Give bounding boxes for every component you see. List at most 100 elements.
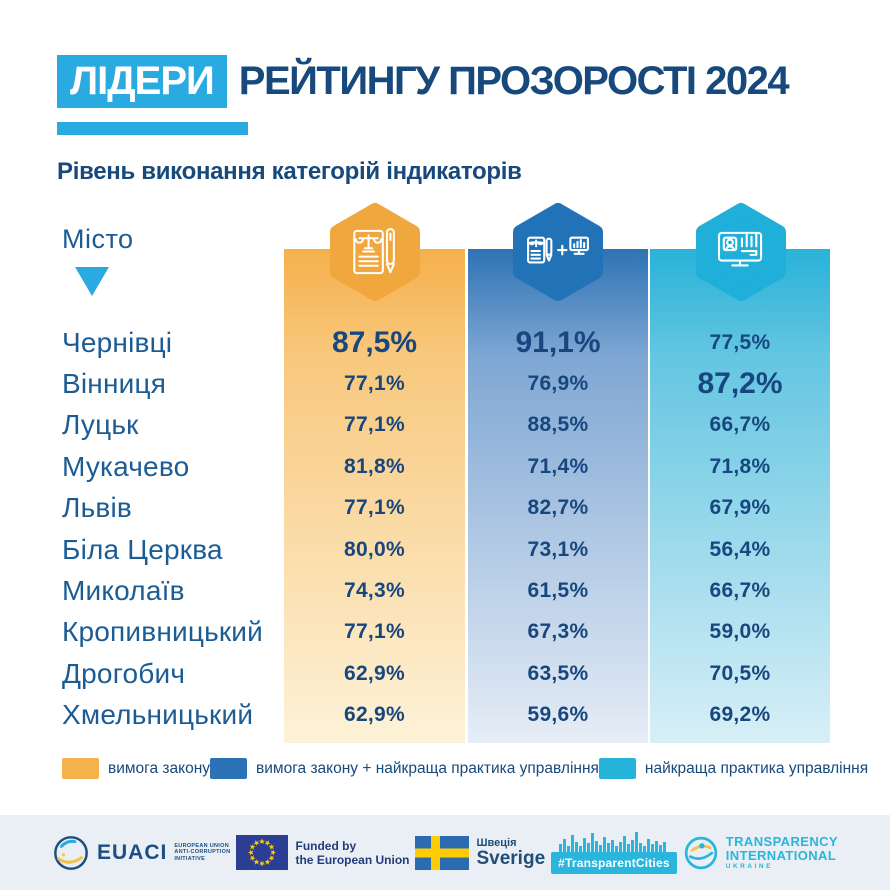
value-cell: 62,9% [343, 661, 406, 685]
euaci-subline: INITIATIVE [174, 855, 206, 862]
euaci-subtitle: EUROPEAN UNION ANTI-CORRUPTION INITIATIV… [174, 843, 230, 863]
city-name: Мукачево [62, 450, 190, 482]
city-name: Луцьк [62, 409, 139, 441]
table-row: Дрогобич 62,9% 63,5% 70,5% [0, 653, 890, 694]
value-cell: 87,2% [697, 367, 783, 401]
legend-item-law: вимога закону [62, 758, 210, 779]
value-cell: 81,8% [343, 454, 406, 478]
value-cell: 82,7% [527, 496, 589, 520]
table-row: Вінниця 77,1% 76,9% 87,2% [0, 363, 890, 404]
value-cell: 77,1% [343, 496, 406, 520]
column-band-law [284, 249, 465, 743]
ti-line: TRANSPARENCY [725, 834, 838, 849]
table-row: Мукачево 81,8% 71,4% 71,8% [0, 446, 890, 487]
value-cell: 70,5% [709, 661, 771, 685]
table-row: Хмельницький 62,9% 59,6% 69,2% [0, 695, 890, 736]
legend-label: вимога закону + найкраща практика управл… [256, 759, 599, 777]
value-cell: 69,2% [709, 703, 771, 727]
value-cell: 66,7% [709, 413, 771, 437]
city-skyline-icon [558, 831, 666, 852]
euaci-subline: EUROPEAN UNION [174, 842, 229, 849]
law-document-pen-icon [353, 227, 395, 275]
eu-flag-icon [236, 835, 289, 870]
subtitle: Рівень виконання категорій індикаторів [57, 158, 522, 185]
city-name: Вінниця [62, 368, 167, 400]
city-name: Біла Церква [62, 533, 223, 565]
table-row: Чернівці 87,5% 91,1% 77,5% [0, 322, 890, 363]
legend-swatch-orange [62, 758, 99, 779]
column-band-law-plus-practice [468, 249, 648, 743]
footer-logo-bar: EUACI EUROPEAN UNION ANTI-CORRUPTION INI… [0, 815, 890, 890]
table-row: Луцьк 77,1% 88,5% 66,7% [0, 405, 890, 446]
eu-funded-line: Funded by [295, 838, 357, 853]
sweden-text: Швеція Sverige [476, 837, 545, 869]
column-header-law-plus-practice [510, 202, 606, 302]
city-table: Чернівці 87,5% 91,1% 77,5% Вінниця 77,1%… [0, 322, 890, 736]
sweden-label-uk: Швеція [476, 836, 517, 849]
value-cell: 88,5% [527, 413, 589, 437]
euaci-wordmark: EUACI [97, 840, 168, 864]
city-column-header: Місто [62, 224, 134, 254]
value-cell: 71,4% [527, 454, 589, 478]
value-cell: 74,3% [343, 579, 406, 603]
value-cell: 77,1% [343, 620, 406, 644]
legend-label: вимога закону [108, 759, 211, 777]
table-row: Кропивницький 77,1% 67,3% 59,0% [0, 612, 890, 653]
value-cell: 77,1% [343, 372, 406, 396]
value-cell: 67,9% [709, 496, 771, 520]
value-cell: 77,5% [709, 330, 771, 354]
hexagon-badge [513, 203, 603, 301]
sweden-logo: Швеція Sverige [415, 835, 545, 870]
table-row: Львів 77,1% 82,7% 67,9% [0, 488, 890, 529]
table-row: Біла Церква 80,0% 73,1% 56,4% [0, 529, 890, 570]
digital-practice-icon [717, 231, 763, 267]
value-cell: 61,5% [527, 579, 589, 603]
column-header-law [327, 202, 423, 302]
sweden-flag-icon [415, 835, 470, 870]
ti-ukraine-logo: TRANSPARENCY INTERNATIONAL UKRAINE [683, 835, 838, 871]
transparent-cities-wordmark: #TransparentCities [551, 851, 677, 874]
legend-label: найкраща практика управління [644, 759, 869, 777]
value-cell: 62,9% [343, 703, 406, 727]
value-cell: 87,5% [331, 325, 418, 359]
city-name: Хмельницький [62, 699, 254, 731]
value-cell: 63,5% [527, 661, 589, 685]
value-cell: 80,0% [343, 537, 406, 561]
euaci-logo: EUACI EUROPEAN UNION ANTI-CORRUPTION INI… [52, 834, 230, 872]
hexagon-badge [696, 203, 786, 301]
title-underline-bar [57, 122, 248, 135]
sweden-label-sv: Sverige [476, 847, 546, 869]
law-plus-practice-icon [527, 236, 589, 264]
ti-globe-icon [684, 836, 717, 869]
value-cell: 66,7% [709, 579, 771, 603]
city-name: Львів [62, 492, 132, 524]
city-name: Чернівці [62, 326, 173, 358]
title-rest: РЕЙТИНГУ ПРОЗОРОСТІ 2024 [238, 59, 790, 103]
ti-line: INTERNATIONAL [725, 847, 837, 863]
sort-arrow-icon [75, 267, 109, 296]
city-name: Дрогобич [62, 657, 186, 689]
value-cell: 76,9% [527, 372, 589, 396]
column-header-best-practice [693, 202, 789, 302]
legend-item-law-plus-practice: вимога закону + найкраща практика управл… [210, 758, 599, 779]
legend-swatch-cyan [598, 758, 636, 779]
legend-swatch-blue [210, 758, 248, 779]
page-title: ЛІДЕРИ РЕЙТИНГУ ПРОЗОРОСТІ 2024 [57, 55, 790, 108]
value-cell: 73,1% [527, 537, 589, 561]
legend-item-best-practice: найкраща практика управління [598, 758, 869, 779]
value-cell: 77,1% [343, 413, 406, 437]
euaci-subline: ANTI-CORRUPTION [174, 849, 231, 856]
transparent-cities-logo: #TransparentCities [551, 831, 677, 874]
value-cell: 91,1% [515, 325, 601, 359]
city-name: Миколаїв [62, 575, 185, 607]
eu-funded-logo: Funded by the European Union [236, 835, 409, 870]
ti-country-label: UKRAINE [725, 863, 773, 870]
city-name: Кропивницький [62, 616, 263, 648]
value-cell: 71,8% [709, 454, 771, 478]
eu-funded-text: Funded by the European Union [295, 839, 409, 867]
eu-funded-line: the European Union [295, 852, 410, 867]
table-row: Миколаїв 74,3% 61,5% 66,7% [0, 570, 890, 611]
legend: вимога закону вимога закону + найкраща п… [62, 758, 868, 779]
euaci-swirl-icon [54, 835, 88, 870]
column-band-best-practice [650, 249, 830, 743]
